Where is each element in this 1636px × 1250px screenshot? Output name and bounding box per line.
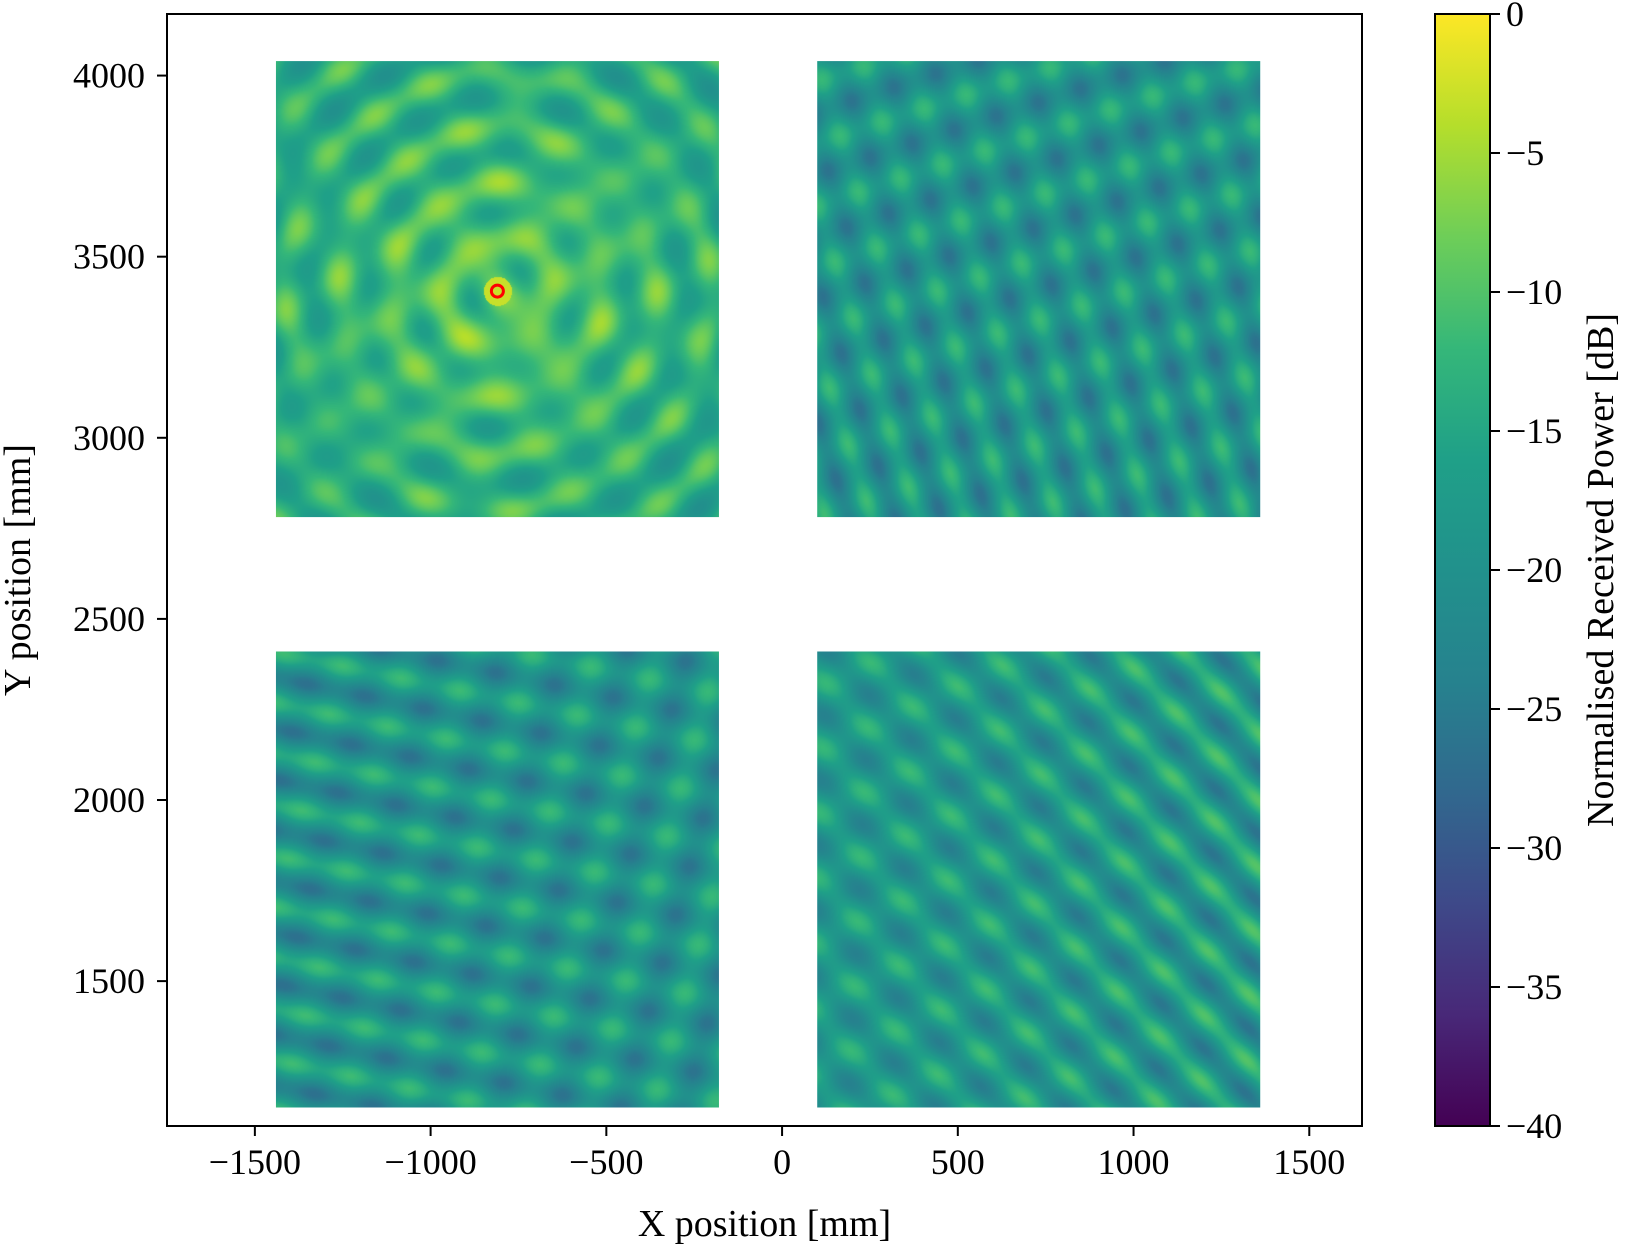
axes-frame	[166, 13, 1363, 1127]
x-tick-label: −1500	[209, 1142, 301, 1182]
x-tick-label: 1000	[1098, 1142, 1170, 1182]
x-tick-label: 1500	[1273, 1142, 1345, 1182]
peak-marker	[489, 283, 505, 299]
y-tick-label: 3500	[73, 237, 145, 277]
y-tick-label: 3000	[73, 418, 145, 458]
y-tick-label: 2500	[73, 599, 145, 639]
colorbar-tick-label: −30	[1506, 828, 1562, 868]
x-tick-label: −500	[569, 1142, 643, 1182]
y-tick-label: 4000	[73, 56, 145, 96]
colorbar-gradient	[1434, 13, 1491, 1127]
axes: −1500 −1000 −500 0 500 1000 1500 1500 2000 2500 30…	[0, 13, 1363, 1245]
colorbar-tick-label: −5	[1506, 133, 1544, 173]
x-axis-label: X position [mm]	[638, 1203, 891, 1245]
colorbar-tick-label: −10	[1506, 272, 1562, 312]
colorbar-tick-label: −15	[1506, 411, 1562, 451]
colorbar-tick-label: −20	[1506, 550, 1562, 590]
colorbar-tick-label: −35	[1506, 967, 1562, 1007]
x-tick-label: 500	[931, 1142, 985, 1182]
colorbar-tick-label: −40	[1506, 1106, 1562, 1146]
heatmap-panel-bottom-left	[275, 651, 719, 1108]
colorbar-label: Normalised Received Power [dB]	[1580, 313, 1622, 827]
colorbar-tick-label: 0	[1506, 0, 1524, 34]
y-tick-label: 2000	[73, 780, 145, 820]
heatmap-panel-bottom-right	[817, 651, 1261, 1108]
x-tick-label: −1000	[384, 1142, 476, 1182]
heatmap-panel-top-left	[275, 61, 719, 518]
x-tick-label: 0	[773, 1142, 791, 1182]
plot-area	[275, 61, 1261, 1108]
heatmap-panel-top-right	[817, 61, 1261, 518]
y-axis-label: Y position [mm]	[0, 444, 39, 696]
y-tick-label: 1500	[73, 961, 145, 1001]
colorbar: 0 −5 −10 −15 −20 −25 −30 −35 −40 Normalised Recei…	[1434, 0, 1622, 1146]
colorbar-tick-label: −25	[1506, 689, 1562, 729]
